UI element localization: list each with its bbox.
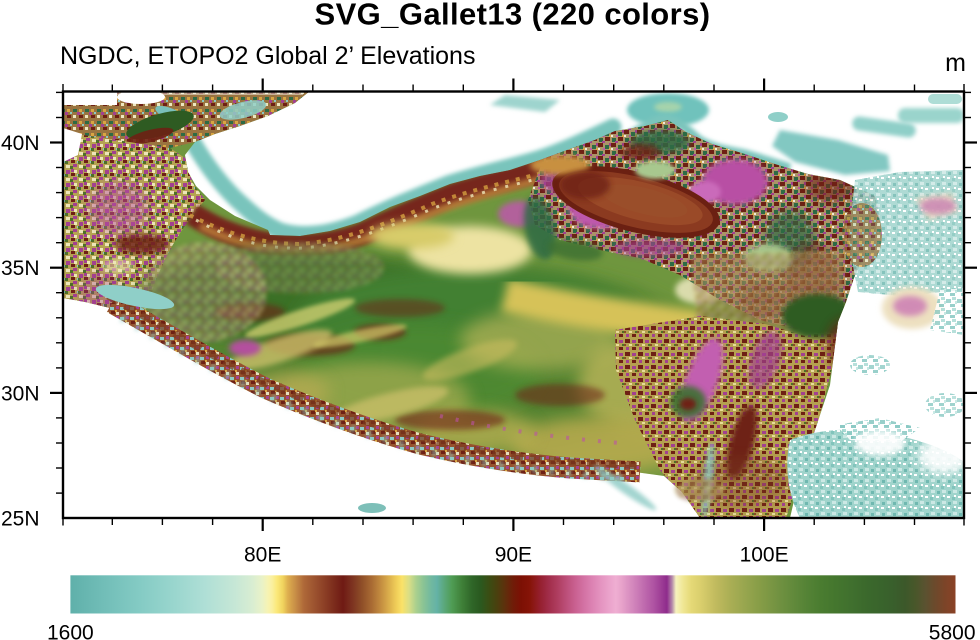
svg-text:SVG_Gallet13 (220 colors): SVG_Gallet13 (220 colors) <box>315 0 711 32</box>
svg-text:90E: 90E <box>495 544 532 567</box>
svg-text:5800: 5800 <box>929 622 976 640</box>
svg-text:1600: 1600 <box>47 622 94 640</box>
svg-text:m: m <box>945 49 966 77</box>
svg-text:100E: 100E <box>740 544 789 567</box>
svg-text:40N: 40N <box>1 132 40 155</box>
svg-text:80E: 80E <box>244 544 281 567</box>
svg-text:NGDC, ETOPO2 Global 2’ Elevati: NGDC, ETOPO2 Global 2’ Elevations <box>60 42 475 70</box>
svg-text:35N: 35N <box>1 257 40 280</box>
svg-text:30N: 30N <box>1 382 40 405</box>
svg-text:25N: 25N <box>1 508 40 531</box>
